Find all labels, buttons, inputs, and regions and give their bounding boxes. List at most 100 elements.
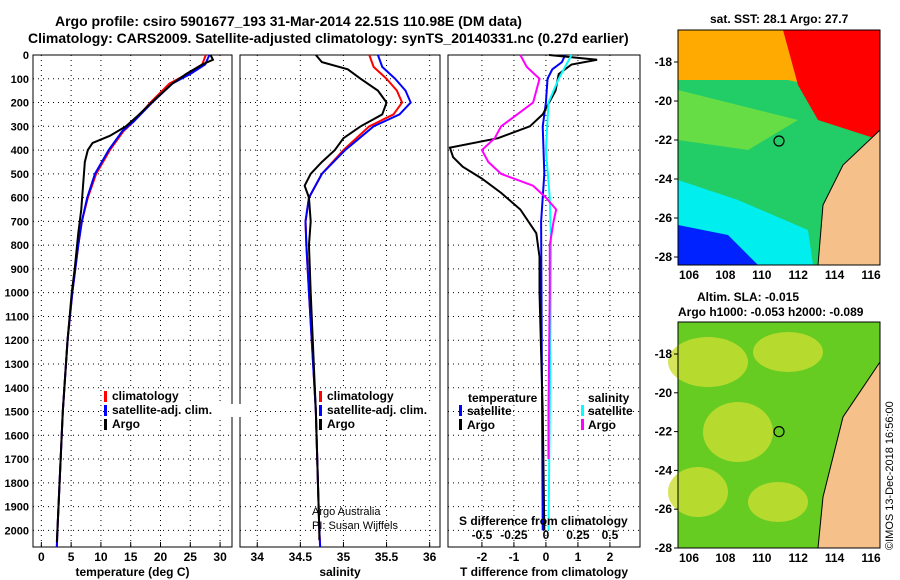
map-lon-label: 114 bbox=[825, 268, 845, 282]
legend-title: salinity bbox=[588, 391, 630, 405]
y-tick-label: 1400 bbox=[5, 383, 29, 395]
map-lat-label: -18 bbox=[655, 347, 673, 361]
legend-swatch bbox=[319, 391, 322, 402]
argo-location-marker bbox=[773, 135, 785, 147]
legend-label: Argo bbox=[588, 418, 616, 432]
map-lat-label: -22 bbox=[655, 425, 673, 439]
sla-map-subtitle: Argo h1000: -0.053 h2000: -0.089 bbox=[678, 305, 864, 319]
x-tick-label: 30 bbox=[213, 550, 227, 564]
legend-swatch bbox=[581, 419, 584, 430]
y-tick-label: 2000 bbox=[5, 525, 29, 537]
legend-label: climatology bbox=[327, 389, 394, 403]
y-tick-label: 100 bbox=[11, 74, 29, 86]
x-tick-label: 0 bbox=[543, 550, 550, 564]
map-lon-label: 116 bbox=[861, 268, 881, 282]
x-tick-label: 34 bbox=[251, 550, 265, 564]
map-lat-label: -28 bbox=[655, 541, 673, 555]
y-tick-label: 1000 bbox=[5, 288, 29, 300]
map-lon-label: 112 bbox=[789, 551, 809, 565]
sla-map bbox=[668, 321, 881, 549]
map-lat-label: -24 bbox=[655, 463, 673, 477]
sst-map-title: sat. SST: 28.1 Argo: 27.7 bbox=[710, 12, 849, 26]
map-lat-label: -28 bbox=[655, 250, 673, 264]
legend-label: climatology bbox=[112, 389, 179, 403]
sla-map-title: Altim. SLA: -0.015 bbox=[697, 290, 800, 304]
legend-label: Argo bbox=[467, 418, 495, 432]
series-line-s-satellite bbox=[544, 54, 573, 531]
sst-hot-zone bbox=[783, 30, 880, 140]
series-line-argo bbox=[55, 54, 215, 543]
x2-tick-label: 0 bbox=[543, 528, 550, 542]
map-lon-label: 106 bbox=[679, 551, 699, 565]
map-lon-label: 114 bbox=[825, 551, 845, 565]
legend-bg bbox=[325, 418, 353, 431]
x-axis-label: temperature (deg C) bbox=[75, 565, 189, 579]
y-tick-label: 500 bbox=[11, 169, 29, 181]
map-lon-label: 116 bbox=[861, 551, 881, 565]
legend-swatch bbox=[319, 419, 322, 430]
x-tick-label: 35 bbox=[337, 550, 351, 564]
legend-swatch bbox=[459, 405, 462, 416]
legend-swatch bbox=[319, 405, 322, 416]
sla-anomaly bbox=[753, 332, 823, 372]
legend-swatch bbox=[104, 419, 107, 430]
y-tick-label: 1700 bbox=[5, 454, 29, 466]
x-tick-label: -1 bbox=[509, 550, 520, 564]
legend-bg bbox=[325, 390, 400, 403]
y-tick-label: 1200 bbox=[5, 335, 29, 347]
sla-anomaly bbox=[748, 482, 808, 522]
y-tick-label: 0 bbox=[23, 50, 29, 62]
y-tick-label: 1100 bbox=[5, 311, 29, 323]
legend-label: satellite bbox=[588, 404, 633, 418]
title-line-2: Climatology: CARS2009. Satellite-adjuste… bbox=[28, 30, 629, 46]
sst-mid-zone bbox=[678, 90, 798, 150]
x-axis-label: T difference from climatology bbox=[460, 565, 628, 579]
map-lat-label: -24 bbox=[655, 172, 673, 186]
legend-label: satellite bbox=[467, 404, 512, 418]
y-tick-label: 1500 bbox=[5, 407, 29, 419]
map-lat-label: -22 bbox=[655, 133, 673, 147]
sst-cold-zone bbox=[678, 225, 758, 265]
x-tick-label: 1 bbox=[575, 550, 582, 564]
x-tick-label: 5 bbox=[68, 550, 75, 564]
y-tick-label: 900 bbox=[11, 264, 29, 276]
sla-anomaly bbox=[668, 337, 748, 387]
series-line-argo bbox=[303, 54, 388, 540]
plot-frame-temperature bbox=[32, 54, 233, 548]
sla-anomaly bbox=[703, 402, 773, 462]
map-frame bbox=[677, 29, 881, 266]
credit-text: PI: Susan Wijffels bbox=[312, 520, 398, 532]
legend-label: Argo bbox=[327, 417, 355, 431]
x-tick-label: 10 bbox=[94, 550, 108, 564]
x-axis-label: salinity bbox=[319, 565, 361, 579]
map-lon-label: 108 bbox=[715, 268, 735, 282]
x2-tick-label: 0.5 bbox=[602, 528, 619, 542]
legend-swatch bbox=[104, 391, 107, 402]
x2-tick-label: 0.25 bbox=[566, 528, 590, 542]
series-line-s-argo bbox=[480, 54, 558, 460]
map-lon-label: 106 bbox=[679, 268, 699, 282]
credit-text: Argo Australia bbox=[312, 506, 381, 518]
x2-tick-label: -0.25 bbox=[500, 528, 528, 542]
x-tick-label: 34.5 bbox=[289, 550, 313, 564]
sst-map bbox=[674, 29, 881, 266]
y-tick-label: 1300 bbox=[5, 359, 29, 371]
legend-label: satellite-adj. clim. bbox=[327, 403, 427, 417]
legend-swatch bbox=[104, 405, 107, 416]
legend-title: temperature bbox=[468, 391, 538, 405]
legend-bg bbox=[110, 390, 185, 403]
plot-frame-salinity bbox=[239, 54, 441, 548]
legend-bg bbox=[325, 404, 439, 417]
y-tick-label: 400 bbox=[11, 145, 29, 157]
series-line-t-satellite bbox=[540, 54, 567, 531]
legend-bg bbox=[110, 418, 138, 431]
x-tick-label: 35.5 bbox=[375, 550, 399, 564]
map-lat-label: -20 bbox=[655, 94, 673, 108]
y-tick-label: 700 bbox=[11, 216, 29, 228]
map-frame bbox=[677, 321, 881, 549]
map-lat-label: -26 bbox=[655, 211, 673, 225]
map-lon-label: 108 bbox=[715, 551, 735, 565]
map-lat-label: -20 bbox=[655, 386, 673, 400]
